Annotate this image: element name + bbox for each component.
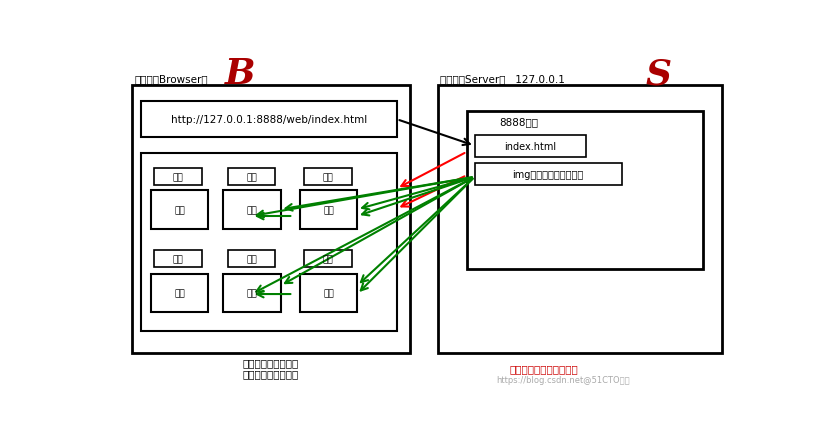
Bar	[154, 251, 202, 268]
Bar	[475, 164, 621, 186]
Text: https://blog.csdn.net@51CTO博客: https://blog.csdn.net@51CTO博客	[496, 375, 630, 384]
Text: 文字: 文字	[173, 255, 184, 264]
Text: 图片: 图片	[246, 205, 257, 214]
Bar	[467, 112, 703, 269]
Text: 文字: 文字	[173, 173, 184, 182]
Text: 服务端需要我们自己开发: 服务端需要我们自己开发	[509, 363, 578, 373]
Bar	[154, 169, 202, 186]
Text: 图片: 图片	[174, 289, 185, 298]
Bar	[142, 154, 397, 331]
Text: 浏览器（Browser）: 浏览器（Browser）	[135, 74, 208, 84]
Text: 文字: 文字	[246, 173, 257, 182]
Text: http://127.0.0.1:8888/web/index.html: http://127.0.0.1:8888/web/index.html	[171, 115, 368, 125]
Bar	[475, 135, 587, 158]
Text: 图片: 图片	[174, 205, 185, 214]
Bar	[227, 169, 275, 186]
Bar	[151, 274, 208, 313]
Bar	[227, 251, 275, 268]
Bar	[142, 102, 397, 137]
Bar	[132, 85, 410, 353]
Text: 文字: 文字	[246, 255, 257, 264]
Text: 图片: 图片	[323, 205, 334, 214]
Text: img文件夹中的图片资源: img文件夹中的图片资源	[513, 170, 583, 180]
Bar	[438, 85, 723, 353]
Bar	[151, 191, 208, 229]
Bar	[223, 191, 280, 229]
Bar	[300, 274, 357, 313]
Text: S: S	[645, 57, 672, 91]
Bar	[223, 274, 280, 313]
Text: 8888端口: 8888端口	[499, 117, 538, 127]
Text: 图片: 图片	[246, 289, 257, 298]
Text: B: B	[225, 57, 255, 91]
Text: 文字: 文字	[323, 173, 334, 182]
Text: 图片: 图片	[323, 289, 334, 298]
Text: 浏览器不用我们开发
直接使用电脑自带的: 浏览器不用我们开发 直接使用电脑自带的	[243, 357, 299, 378]
Bar	[300, 191, 357, 229]
Text: 服务器（Server）   127.0.0.1: 服务器（Server） 127.0.0.1	[440, 74, 565, 84]
Bar	[304, 251, 352, 268]
Bar	[304, 169, 352, 186]
Text: index.html: index.html	[504, 141, 556, 151]
Text: 文字: 文字	[323, 255, 334, 264]
